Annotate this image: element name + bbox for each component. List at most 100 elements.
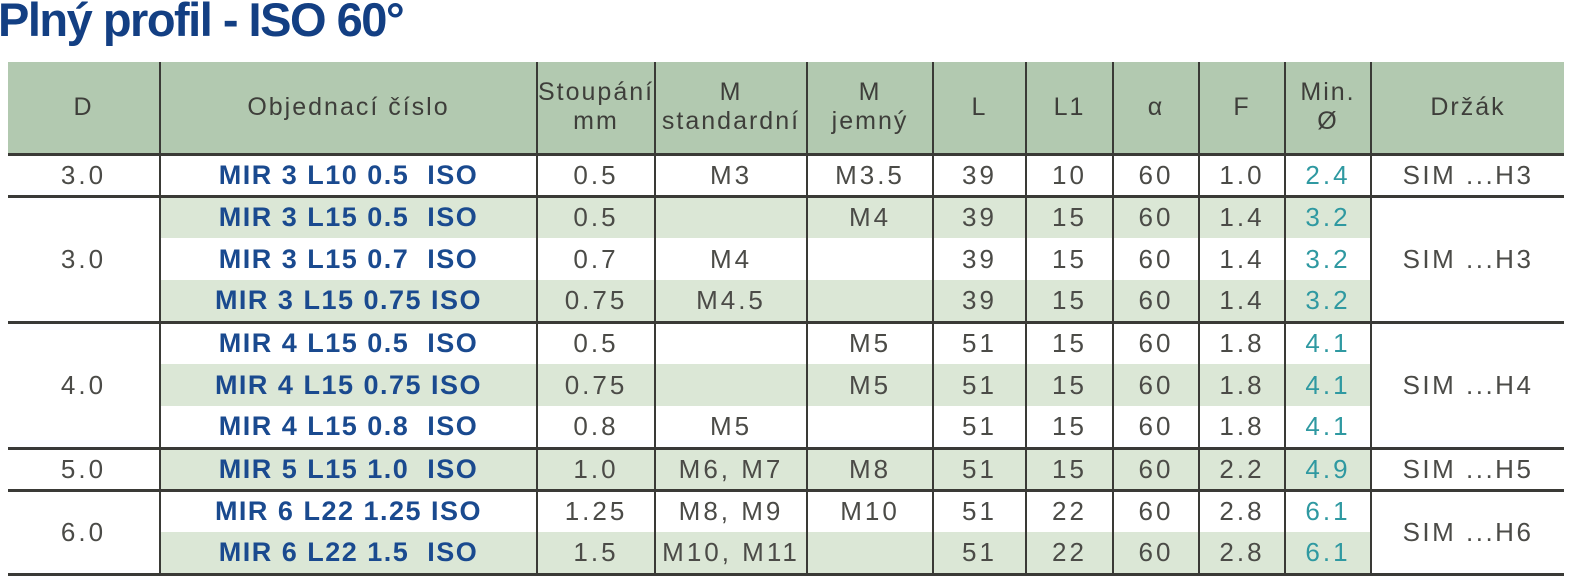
cell-holder: SIM ...H3	[1370, 194, 1564, 322]
cell-m-standard: M4	[654, 238, 807, 280]
header-order-number: Objednací číslo	[159, 62, 537, 156]
cell-m-standard	[654, 194, 807, 238]
header-pitch: Stoupání mm	[536, 62, 655, 156]
cell-d: 3.0	[8, 194, 160, 322]
cell-l: 39	[932, 238, 1026, 280]
cell-l: 51	[932, 320, 1026, 364]
cell-m-standard: M6, M7	[654, 446, 807, 490]
cell-d: 3.0	[8, 152, 160, 196]
cell-order-number: MIR 3 L15 0.5 ISO	[159, 194, 537, 238]
header-pitch-line2: mm	[573, 107, 619, 136]
header-pitch-line1: Stoupání	[538, 77, 655, 106]
cell-m-fine	[806, 406, 933, 448]
table-row: MIR 3 L15 0.75 ISO 0.75 M4.5 39 15 60 1.…	[8, 280, 1564, 322]
cell-min-diameter: 4.1	[1284, 320, 1371, 364]
cell-alpha: 60	[1112, 406, 1199, 448]
cell-l: 51	[932, 446, 1026, 490]
table-row: MIR 4 L15 0.75 ISO 0.75 M5 51 15 60 1.8 …	[8, 364, 1564, 406]
header-m-fine-line2: jemný	[831, 107, 909, 136]
cell-l1: 15	[1025, 406, 1113, 448]
cell-m-standard: M4.5	[654, 280, 807, 322]
cell-m-fine	[806, 280, 933, 322]
header-f: F	[1198, 62, 1285, 156]
header-m-fine-line1: M	[858, 77, 882, 106]
header-min-diameter: Min. Ø	[1284, 62, 1371, 156]
cell-min-diameter: 4.1	[1284, 364, 1371, 406]
cell-l1: 15	[1025, 238, 1113, 280]
cell-l1: 15	[1025, 280, 1113, 322]
cell-pitch: 1.25	[536, 488, 655, 532]
cell-m-fine	[806, 238, 933, 280]
cell-pitch: 0.5	[536, 320, 655, 364]
table-row: 5.0 MIR 5 L15 1.0 ISO 1.0 M6, M7 M8 51 1…	[8, 446, 1564, 490]
cell-alpha: 60	[1112, 152, 1199, 196]
cell-order-number: MIR 3 L10 0.5 ISO	[159, 152, 537, 196]
cell-holder: SIM ...H4	[1370, 320, 1564, 448]
cell-alpha: 60	[1112, 532, 1199, 574]
cell-l: 51	[932, 406, 1026, 448]
header-l1: L1	[1025, 62, 1113, 156]
table-row: 3.0 MIR 3 L10 0.5 ISO 0.5 M3 M3.5 39 10 …	[8, 152, 1564, 196]
header-m-standard-line1: M	[719, 77, 743, 106]
cell-f: 1.0	[1198, 152, 1285, 196]
cell-d: 6.0	[8, 488, 160, 574]
cell-l: 39	[932, 152, 1026, 196]
cell-l: 51	[932, 532, 1026, 574]
cell-f: 2.8	[1198, 488, 1285, 532]
cell-alpha: 60	[1112, 238, 1199, 280]
cell-alpha: 60	[1112, 364, 1199, 406]
cell-alpha: 60	[1112, 488, 1199, 532]
cell-d: 4.0	[8, 320, 160, 448]
cell-f: 1.8	[1198, 364, 1285, 406]
cell-m-standard: M8, M9	[654, 488, 807, 532]
cell-pitch: 0.7	[536, 238, 655, 280]
cell-m-standard	[654, 364, 807, 406]
cell-f: 1.8	[1198, 406, 1285, 448]
header-holder: Držák	[1370, 62, 1564, 156]
cell-m-fine: M5	[806, 364, 933, 406]
cell-f: 1.4	[1198, 194, 1285, 238]
cell-l1: 15	[1025, 194, 1113, 238]
cell-m-standard: M5	[654, 406, 807, 448]
cell-order-number: MIR 4 L15 0.5 ISO	[159, 320, 537, 364]
cell-m-standard: M3	[654, 152, 807, 196]
cell-l: 51	[932, 364, 1026, 406]
cell-order-number: MIR 6 L22 1.25 ISO	[159, 488, 537, 532]
cell-alpha: 60	[1112, 280, 1199, 322]
table-row: 3.0 MIR 3 L15 0.5 ISO 0.5 M4 39 15 60 1.…	[8, 194, 1564, 322]
cell-m-fine: M3.5	[806, 152, 933, 196]
header-l: L	[932, 62, 1026, 156]
header-min-diameter-line2: Ø	[1317, 107, 1339, 136]
header-d: D	[8, 62, 160, 156]
cell-m-fine: M5	[806, 320, 933, 364]
table-row: MIR 6 L22 1.5 ISO 1.5 M10, M11 51 22 60 …	[8, 532, 1564, 574]
cell-pitch: 0.5	[536, 152, 655, 196]
header-alpha: α	[1112, 62, 1199, 156]
cell-alpha: 60	[1112, 320, 1199, 364]
cell-alpha: 60	[1112, 194, 1199, 238]
cell-l: 39	[932, 194, 1026, 238]
page-title: Plný profil - ISO 60°	[0, 0, 405, 46]
cell-m-standard: M10, M11	[654, 532, 807, 574]
cell-l1: 22	[1025, 488, 1113, 532]
header-m-standard-line2: standardní	[661, 107, 801, 136]
cell-min-diameter: 4.1	[1284, 406, 1371, 448]
cell-m-standard	[654, 320, 807, 364]
cell-m-fine: M10	[806, 488, 933, 532]
cell-holder: SIM ...H5	[1370, 446, 1564, 490]
cell-min-diameter: 3.2	[1284, 280, 1371, 322]
cell-holder: SIM ...H3	[1370, 152, 1564, 196]
cell-f: 2.2	[1198, 446, 1285, 490]
cell-d: 5.0	[8, 446, 160, 490]
cell-m-fine	[806, 532, 933, 574]
cell-min-diameter: 2.4	[1284, 152, 1371, 196]
cell-min-diameter: 3.2	[1284, 238, 1371, 280]
cell-min-diameter: 4.9	[1284, 446, 1371, 490]
cell-l1: 15	[1025, 320, 1113, 364]
cell-order-number: MIR 6 L22 1.5 ISO	[159, 532, 537, 574]
cell-pitch: 0.5	[536, 194, 655, 238]
cell-f: 1.8	[1198, 320, 1285, 364]
header-min-diameter-line1: Min.	[1300, 77, 1356, 106]
